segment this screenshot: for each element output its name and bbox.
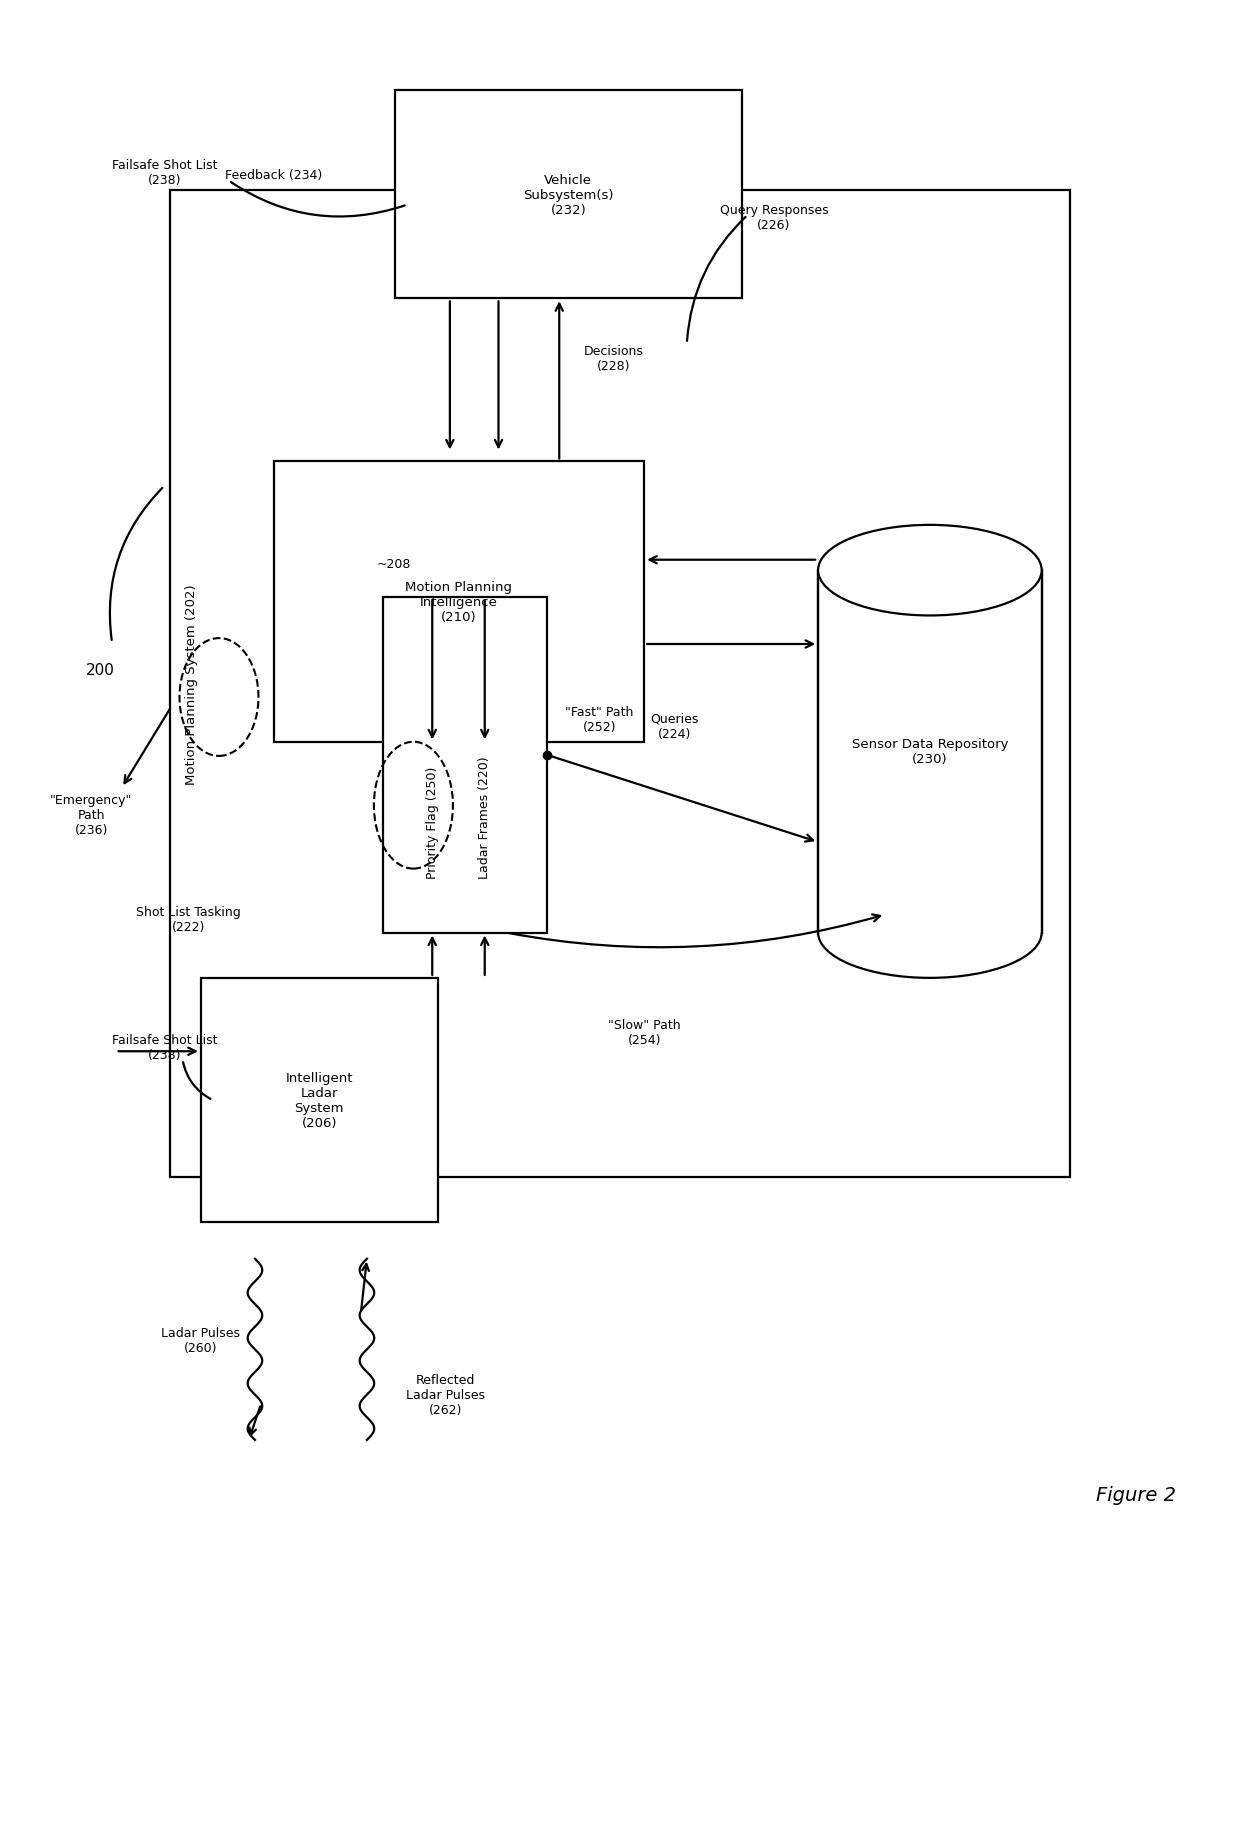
Text: Vehicle
Subsystem(s)
(232): Vehicle Subsystem(s) (232)	[523, 174, 614, 216]
Text: Decisions
(228): Decisions (228)	[584, 346, 644, 373]
Text: Failsafe Shot List
(238): Failsafe Shot List (238)	[112, 1033, 217, 1061]
Text: "Slow" Path
(254): "Slow" Path (254)	[608, 1018, 681, 1046]
Text: Failsafe Shot List
(238): Failsafe Shot List (238)	[112, 159, 217, 187]
Text: Ladar Pulses
(260): Ladar Pulses (260)	[161, 1327, 239, 1355]
Text: "Emergency"
Path
(236): "Emergency" Path (236)	[50, 795, 133, 837]
Text: Motion Planning System (202): Motion Planning System (202)	[185, 584, 198, 784]
Text: Sensor Data Repository
(230): Sensor Data Repository (230)	[852, 737, 1008, 765]
Bar	[274, 462, 645, 743]
Bar	[170, 190, 1070, 1177]
Text: Feedback (234): Feedback (234)	[224, 168, 322, 181]
Bar	[818, 571, 1042, 933]
Bar	[396, 91, 742, 299]
Text: Intelligent
Ladar
System
(206): Intelligent Ladar System (206)	[285, 1072, 353, 1129]
Text: Queries
(224): Queries (224)	[650, 711, 699, 741]
Text: Reflected
Ladar Pulses
(262): Reflected Ladar Pulses (262)	[407, 1373, 485, 1416]
Text: ~208: ~208	[377, 558, 412, 571]
Text: Query Responses
(226): Query Responses (226)	[719, 203, 828, 231]
Text: Motion Planning
Intelligence
(210): Motion Planning Intelligence (210)	[405, 580, 512, 625]
Text: Figure 2: Figure 2	[1096, 1486, 1177, 1504]
Text: "Fast" Path
(252): "Fast" Path (252)	[565, 706, 634, 734]
Bar	[383, 599, 547, 933]
Text: Ladar Frames (220): Ladar Frames (220)	[479, 756, 491, 880]
Text: Shot List Tasking
(222): Shot List Tasking (222)	[136, 906, 241, 933]
Text: Priority Flag (250): Priority Flag (250)	[425, 767, 439, 880]
Text: 200: 200	[86, 663, 114, 678]
Ellipse shape	[818, 525, 1042, 615]
Bar	[201, 978, 438, 1223]
